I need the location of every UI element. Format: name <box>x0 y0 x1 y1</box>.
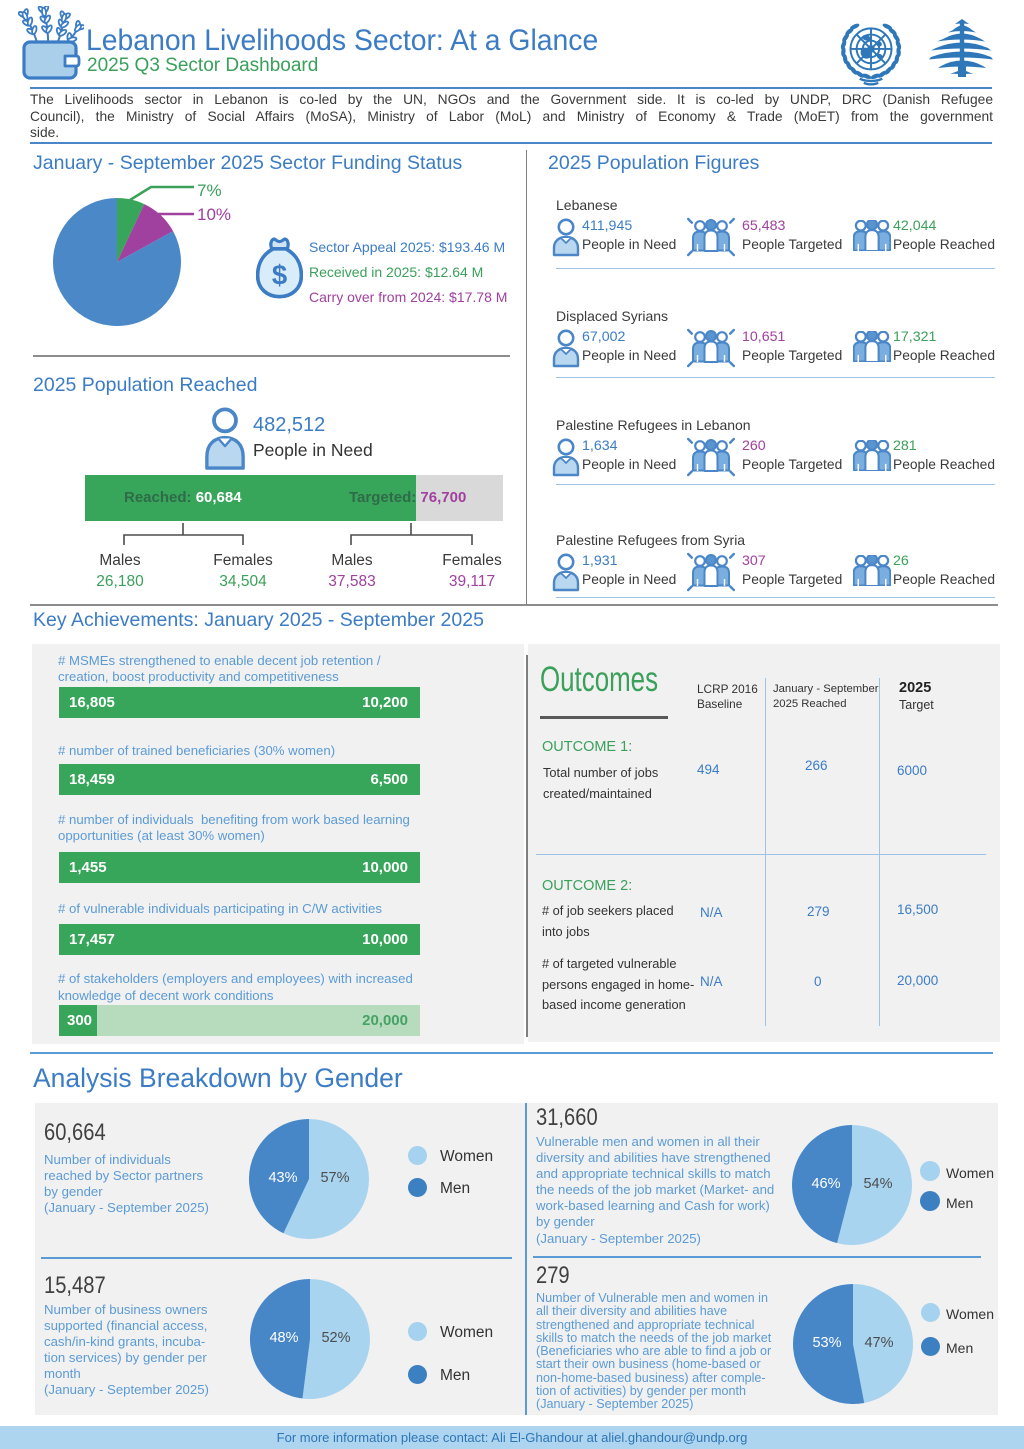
svg-text:48%: 48% <box>269 1330 298 1346</box>
svg-text:52%: 52% <box>321 1330 350 1346</box>
svg-text:46%: 46% <box>811 1176 840 1192</box>
svg-text:57%: 57% <box>320 1170 349 1186</box>
svg-text:43%: 43% <box>268 1170 297 1186</box>
svg-text:47%: 47% <box>864 1335 893 1351</box>
svg-text:$: $ <box>272 260 287 291</box>
svg-text:54%: 54% <box>863 1176 892 1192</box>
svg-text:53%: 53% <box>812 1335 841 1351</box>
